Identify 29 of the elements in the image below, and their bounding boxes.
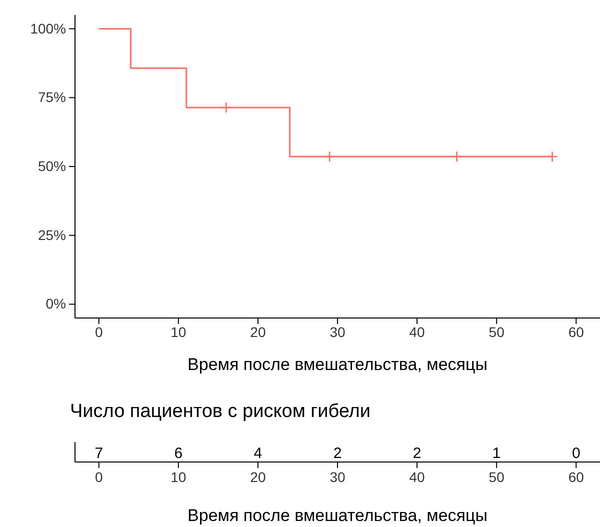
y-tick-label: 25% xyxy=(38,226,66,243)
x-tick-label: 20 xyxy=(250,469,266,485)
data-label: 2 xyxy=(333,445,342,462)
x-tick-label: 10 xyxy=(170,469,186,485)
x-tick-label: 20 xyxy=(250,324,266,340)
x-axis-title: Время после вмешательства, месяцы xyxy=(188,355,488,374)
y-tick-label: 50% xyxy=(38,158,66,174)
y-tick-label: 100% xyxy=(30,20,66,36)
x-tick-label: 0 xyxy=(94,324,103,340)
x-tick-label: 60 xyxy=(568,469,584,485)
chart-title: Число пациентов с риском гибели xyxy=(70,401,371,422)
data-label: 2 xyxy=(412,445,422,462)
x-tick-label: 60 xyxy=(568,324,584,340)
data-label: 0 xyxy=(572,445,580,462)
data-label: 1 xyxy=(492,445,501,462)
data-label: 6 xyxy=(174,445,183,462)
x-tick-label: 0 xyxy=(94,469,103,485)
x-tick-label: 40 xyxy=(409,324,426,340)
x-tick-label: 30 xyxy=(330,324,346,340)
x-tick-label: 30 xyxy=(330,469,346,485)
y-tick-label: 0% xyxy=(46,296,66,312)
x-tick-label: 50 xyxy=(488,324,505,340)
data-label: 4 xyxy=(254,445,262,462)
x-axis-title: Время после вмешательства, месяцы xyxy=(188,506,488,525)
x-tick-label: 40 xyxy=(409,469,426,485)
y-tick-label: 75% xyxy=(38,89,66,106)
x-tick-label: 10 xyxy=(170,324,186,340)
data-label: 7 xyxy=(94,445,104,462)
x-tick-label: 50 xyxy=(488,469,505,485)
